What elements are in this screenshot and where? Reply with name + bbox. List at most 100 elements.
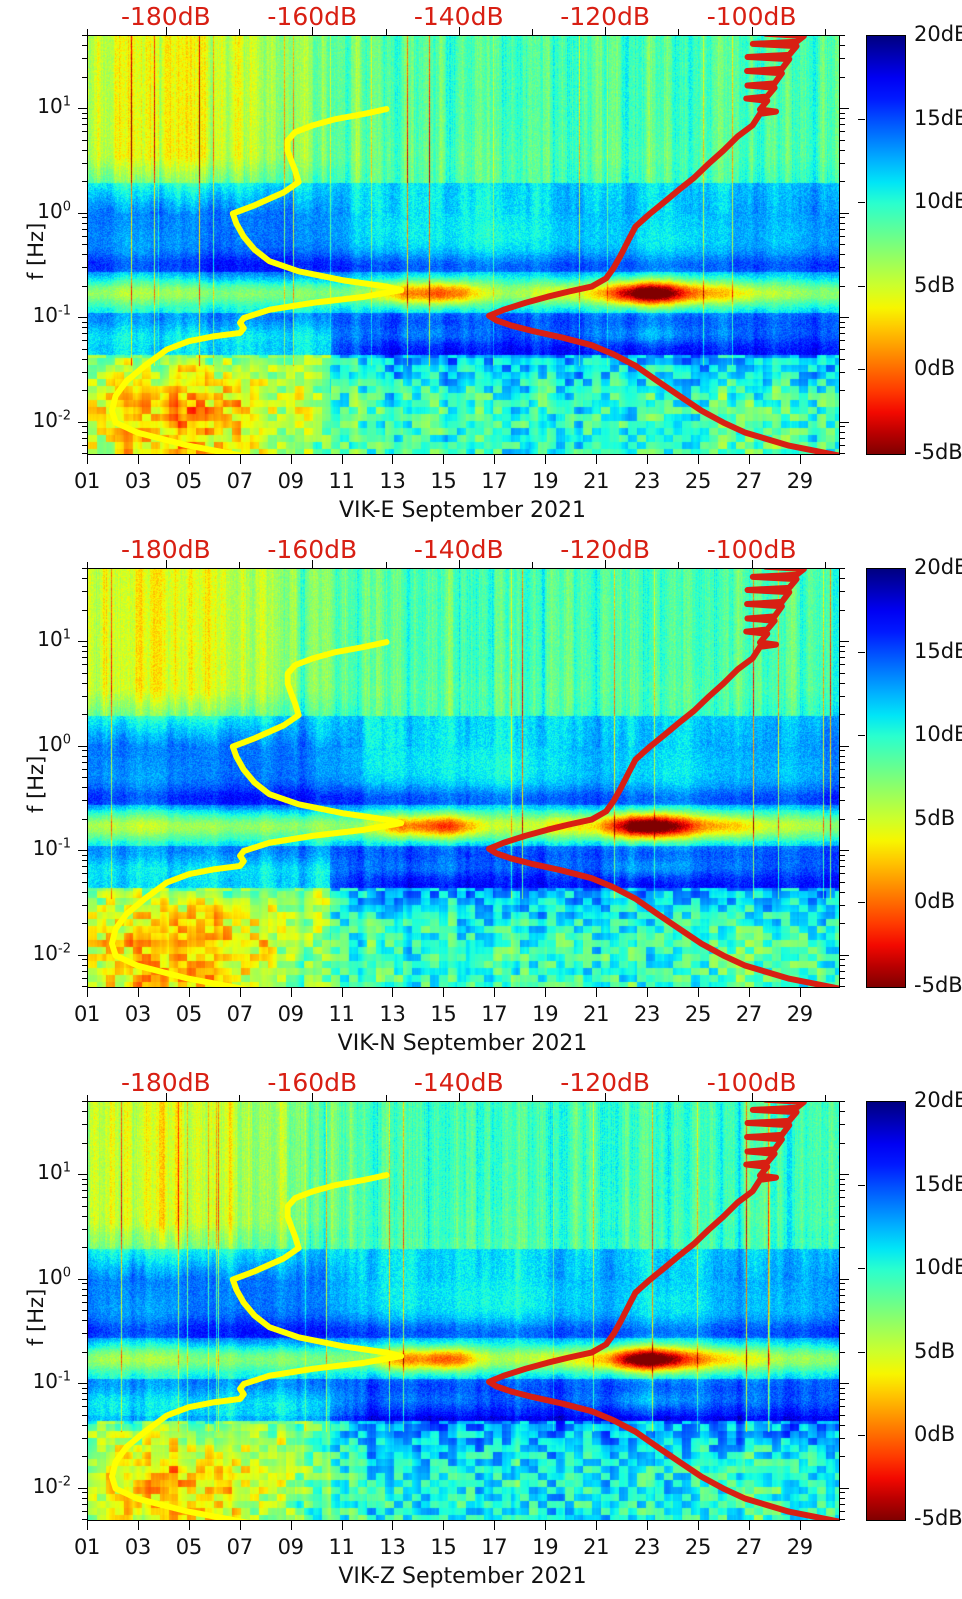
y-axis-tick-right (840, 254, 845, 256)
y-axis-tick-label: 10-2 (0, 941, 71, 965)
y-axis-tick-right (840, 112, 845, 114)
y-axis-tick (82, 348, 87, 350)
y-axis-tick-right (840, 777, 845, 778)
y-axis-tick-right (840, 591, 845, 593)
y-axis-tick (82, 139, 87, 141)
y-tick-exponent: -2 (58, 407, 71, 423)
x-axis-tick-label: 19 (532, 469, 559, 493)
y-axis-tick-right (840, 1333, 845, 1335)
top-axis-label-2: -140dB (413, 2, 504, 31)
y-axis-tick-right (840, 371, 845, 373)
y-axis-tick (82, 860, 87, 862)
y-axis-tick (82, 1215, 87, 1217)
plot-area-vik-e[interactable] (87, 35, 840, 455)
x-axis-tick (341, 988, 343, 997)
plot-area-vik-n[interactable] (87, 568, 840, 988)
y-axis-tick (82, 1351, 87, 1353)
x-axis-tick-label: 27 (735, 469, 762, 493)
y-axis-tick-right (840, 954, 849, 956)
y-tick-mantissa: 10 (37, 731, 63, 756)
x-axis-tick-label: 25 (684, 1002, 712, 1026)
top-axis-tick (751, 1093, 753, 1101)
x-axis-tick (290, 455, 292, 464)
x-axis-tick (443, 988, 445, 997)
y-axis-tick (82, 437, 87, 439)
y-axis-tick (82, 76, 87, 78)
x-axis-tick-label: 09 (277, 1535, 304, 1559)
top-axis-tick (312, 560, 314, 568)
x-axis-tick-label: 17 (481, 1002, 508, 1026)
colorbar-tick-label: 5dB (914, 805, 956, 830)
x-axis-tick-label: 19 (532, 1002, 559, 1026)
top-axis-minor-tick (385, 1095, 387, 1101)
y-axis-tick-label: 100 (0, 732, 71, 756)
colorbar-tick (858, 1268, 865, 1270)
y-axis-tick (82, 970, 87, 972)
y-tick-mantissa: 10 (37, 198, 63, 223)
colorbar-tick (858, 1184, 865, 1186)
y-axis-tick (82, 1437, 87, 1439)
colorbar-tick-label: 5dB (914, 1338, 956, 1363)
top-axis-label-4: -100dB (706, 535, 797, 564)
y-axis-tick (82, 1124, 87, 1126)
y-axis-tick-right (840, 76, 845, 78)
colorbar-tick-label: 20dB (914, 555, 962, 579)
y-axis-tick (82, 453, 87, 454)
y-tick-exponent: 1 (62, 94, 71, 110)
x-axis-tick (596, 988, 598, 997)
x-axis-tick-label: 13 (379, 469, 406, 493)
x-axis-tick-label: 11 (328, 1002, 355, 1026)
y-axis-tick (82, 1310, 87, 1311)
y-axis-tick-right (840, 959, 845, 961)
y-axis-tick-right (840, 1414, 845, 1416)
y-axis-tick-right (840, 124, 845, 126)
y-axis-tick-right (840, 222, 845, 224)
x-axis-tick (647, 455, 649, 464)
y-axis-tick (78, 850, 87, 852)
y-axis-tick-right (840, 358, 845, 360)
x-axis-tick-label: 27 (735, 1002, 762, 1026)
x-axis-tick-label: 09 (277, 469, 304, 493)
y-axis-tick-right (840, 800, 845, 802)
x-axis-tick (697, 455, 699, 464)
x-axis-tick (87, 988, 88, 997)
x-axis-tick-label: 25 (684, 1535, 712, 1559)
y-axis-tick-right (840, 1301, 845, 1303)
y-axis-tick-right (840, 1387, 845, 1389)
colorbar (866, 1101, 906, 1521)
y-axis-tick-right (840, 1294, 845, 1296)
y-axis-tick-label: 100 (0, 1265, 71, 1289)
y-axis-tick-right (840, 1437, 845, 1439)
y-axis-tick (82, 1205, 87, 1207)
x-axis-tick (392, 988, 394, 997)
top-axis-minor-tick (678, 562, 680, 568)
nhnm-curve (486, 36, 839, 454)
y-axis-tick-right (840, 645, 845, 647)
plot-area-vik-z[interactable] (87, 1101, 840, 1521)
y-tick-mantissa: 10 (32, 1369, 59, 1394)
y-axis-tick-right (840, 1393, 845, 1395)
y-axis-tick-right (840, 212, 849, 214)
y-axis-tick-right (840, 964, 845, 966)
colorbar-tick-label: 10dB (914, 1255, 962, 1280)
top-axis-minor-tick (87, 562, 88, 568)
y-axis-tick-right (840, 108, 849, 110)
y-axis-tick-right (840, 578, 845, 580)
y-axis-tick-right (840, 750, 845, 752)
colorbar (866, 35, 906, 455)
y-axis-tick (78, 108, 87, 110)
y-axis-title: f [Hz] (24, 222, 48, 280)
y-axis-tick (82, 977, 87, 979)
y-axis-tick-right (840, 340, 845, 342)
y-axis-tick-right (840, 1205, 845, 1207)
y-axis-tick (82, 695, 87, 697)
y-axis-tick (82, 358, 87, 360)
y-axis-tick-right (840, 1197, 845, 1199)
y-axis-tick-right (840, 664, 845, 666)
y-axis-title: f [Hz] (24, 755, 48, 813)
y-tick-exponent: -1 (58, 303, 71, 319)
x-axis-tick (188, 455, 190, 464)
y-axis-tick (82, 244, 87, 245)
top-axis-minor-tick (824, 29, 826, 35)
top-axis-label-2: -140dB (413, 1068, 504, 1097)
